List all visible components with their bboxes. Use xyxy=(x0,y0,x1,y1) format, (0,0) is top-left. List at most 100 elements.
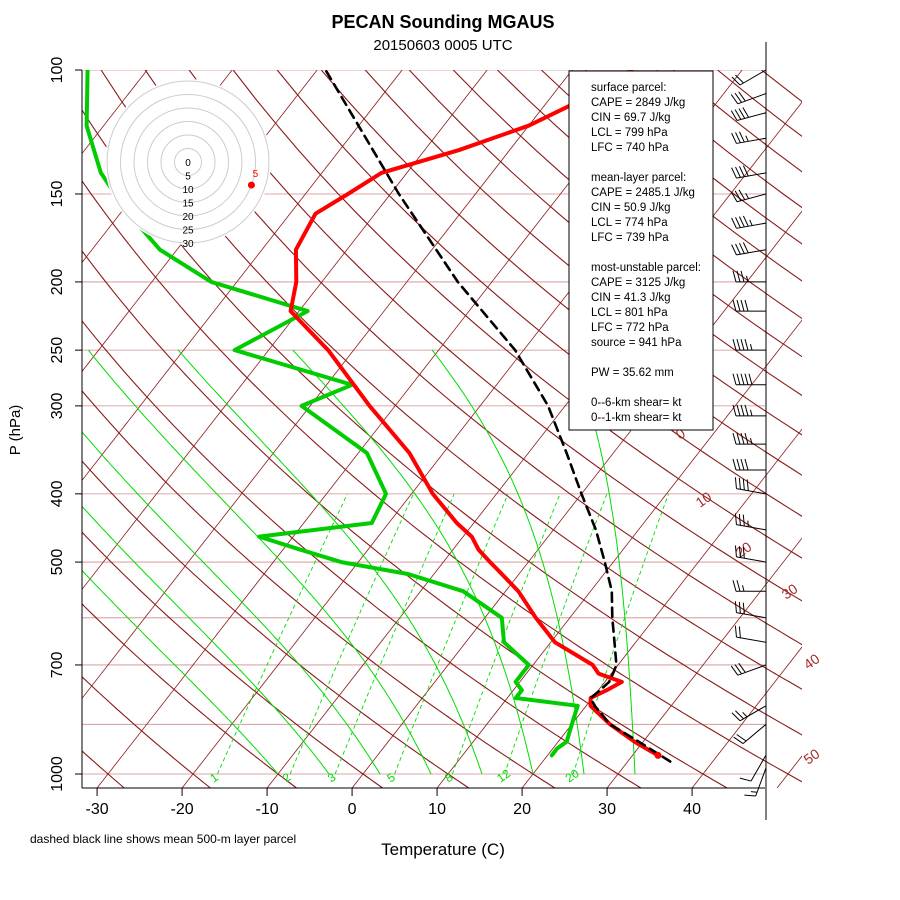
wind-barb-flag xyxy=(736,734,747,742)
wind-barb-flag xyxy=(734,545,737,557)
wind-barb-flag xyxy=(736,433,741,445)
mixing-ratio-line xyxy=(572,493,669,775)
dry-adiabat xyxy=(82,250,729,788)
wind-barb xyxy=(731,69,767,86)
wind-barb-flag xyxy=(730,665,739,676)
wind-barb-flag xyxy=(731,217,737,229)
wind-barb-flag xyxy=(742,546,745,559)
wind-barb xyxy=(732,339,766,351)
wind-barb xyxy=(734,601,767,619)
wind-barb-flag xyxy=(734,664,742,675)
isotherm-line xyxy=(82,70,488,591)
hodograph-ring xyxy=(174,148,202,176)
mixing-ratio-line xyxy=(504,493,608,775)
hodograph: 0 5 10 15 20 25 30 5 xyxy=(105,79,271,250)
wind-barb-flag xyxy=(732,299,737,312)
wind-barb-flag xyxy=(740,458,745,471)
wind-barb-flag xyxy=(731,76,741,86)
wind-barb-flag xyxy=(732,404,737,417)
wind-barb-half-flag xyxy=(742,585,745,592)
wind-barb xyxy=(730,189,767,203)
wind-barb xyxy=(732,433,766,445)
wind-barb xyxy=(732,373,766,386)
wind-barb-flag xyxy=(736,580,741,592)
dry-adiabat-label: 50 xyxy=(801,745,823,767)
wind-barb-staff xyxy=(737,664,767,676)
info-box-line: mean-layer parcel: xyxy=(591,172,686,184)
info-box-line: surface parcel: xyxy=(591,82,666,94)
info-box-line: 0--6-km shear= kt xyxy=(591,397,682,409)
wind-barb-flag xyxy=(744,794,756,797)
info-box-line: LFC = 772 hPa xyxy=(591,322,669,334)
wind-barb-flag xyxy=(732,580,737,592)
wind-barb-flag xyxy=(740,270,745,283)
dry-adiabat xyxy=(408,70,802,397)
wind-barb-flag xyxy=(742,602,745,615)
isotherm-line xyxy=(436,319,802,788)
mixing-ratio-line xyxy=(216,493,348,775)
wind-barb-staff xyxy=(736,193,767,203)
info-box-line: LCL = 799 hPa xyxy=(591,127,668,139)
hodograph-ring xyxy=(106,80,270,244)
info-box-line: CAPE = 2485.1 J/kg xyxy=(591,187,695,199)
wind-barb-flag xyxy=(731,167,737,179)
hodograph-background xyxy=(105,79,271,245)
wind-barb xyxy=(744,767,767,797)
wind-barb xyxy=(731,215,767,229)
dry-adiabat xyxy=(82,531,384,788)
y-tick-label: 100 xyxy=(49,57,66,84)
wind-barb xyxy=(732,299,766,312)
x-tick-label: 40 xyxy=(683,801,701,818)
wind-barb-flag xyxy=(739,243,745,254)
wind-barb-flag xyxy=(731,132,737,144)
moist-adiabat xyxy=(82,431,381,775)
dry-adiabat-label: 40 xyxy=(801,650,823,672)
wind-barb-staff xyxy=(750,754,767,782)
wind-barb-half-flag xyxy=(745,192,750,199)
wind-barbs xyxy=(730,42,767,820)
wind-barb xyxy=(731,705,767,722)
wind-barb-flag xyxy=(732,339,737,351)
info-box-line: CAPE = 3125 J/kg xyxy=(591,277,685,289)
wind-barb-flag xyxy=(738,189,746,200)
dry-adiabat xyxy=(232,70,802,559)
hodograph-ring-label: 15 xyxy=(182,199,194,210)
mixing-ratio-line xyxy=(289,493,414,775)
isotherm-line xyxy=(82,70,573,700)
surface-temperature-marker xyxy=(654,751,662,759)
wind-barb xyxy=(732,404,766,417)
wind-barb-staff xyxy=(736,249,767,256)
sounding-series xyxy=(84,70,672,763)
wind-barb-flag xyxy=(736,299,741,312)
wind-barb-flag xyxy=(739,166,745,177)
dry-adiabat xyxy=(82,460,470,788)
wind-barb-flag xyxy=(734,513,737,525)
moist-adiabat xyxy=(569,349,636,775)
hodograph-ring-label: 25 xyxy=(182,226,194,237)
dry-adiabat-label: 30 xyxy=(779,580,801,602)
wind-barb-flag xyxy=(739,777,752,782)
wind-barb-staff xyxy=(736,524,767,531)
wind-barb-staff xyxy=(755,767,767,797)
wind-barb-flag xyxy=(740,339,745,351)
info-box-line: LFC = 740 hPa xyxy=(591,142,669,154)
moist-adiabat xyxy=(431,349,585,775)
wind-barb-staff xyxy=(739,705,767,722)
mixing-ratio-label: 20 xyxy=(563,766,582,785)
info-box-line: PW = 35.62 mm xyxy=(591,367,674,379)
wind-barb xyxy=(732,580,766,592)
info-box-line: LCL = 774 hPa xyxy=(591,217,668,229)
y-tick-label: 500 xyxy=(49,549,66,576)
wind-barb xyxy=(731,165,767,179)
wind-barb-half-flag xyxy=(746,275,749,283)
wind-barb-flag xyxy=(738,108,746,119)
wind-barb-flag xyxy=(738,546,741,558)
wind-barb-flag xyxy=(734,109,742,120)
dry-adiabat xyxy=(717,70,802,138)
wind-barb-flag xyxy=(730,110,738,121)
info-box-line: CIN = 50.9 J/kg xyxy=(591,202,671,214)
dry-adiabat xyxy=(82,179,802,783)
wind-barb-flag xyxy=(744,458,749,471)
wind-barb-flag xyxy=(734,477,737,489)
